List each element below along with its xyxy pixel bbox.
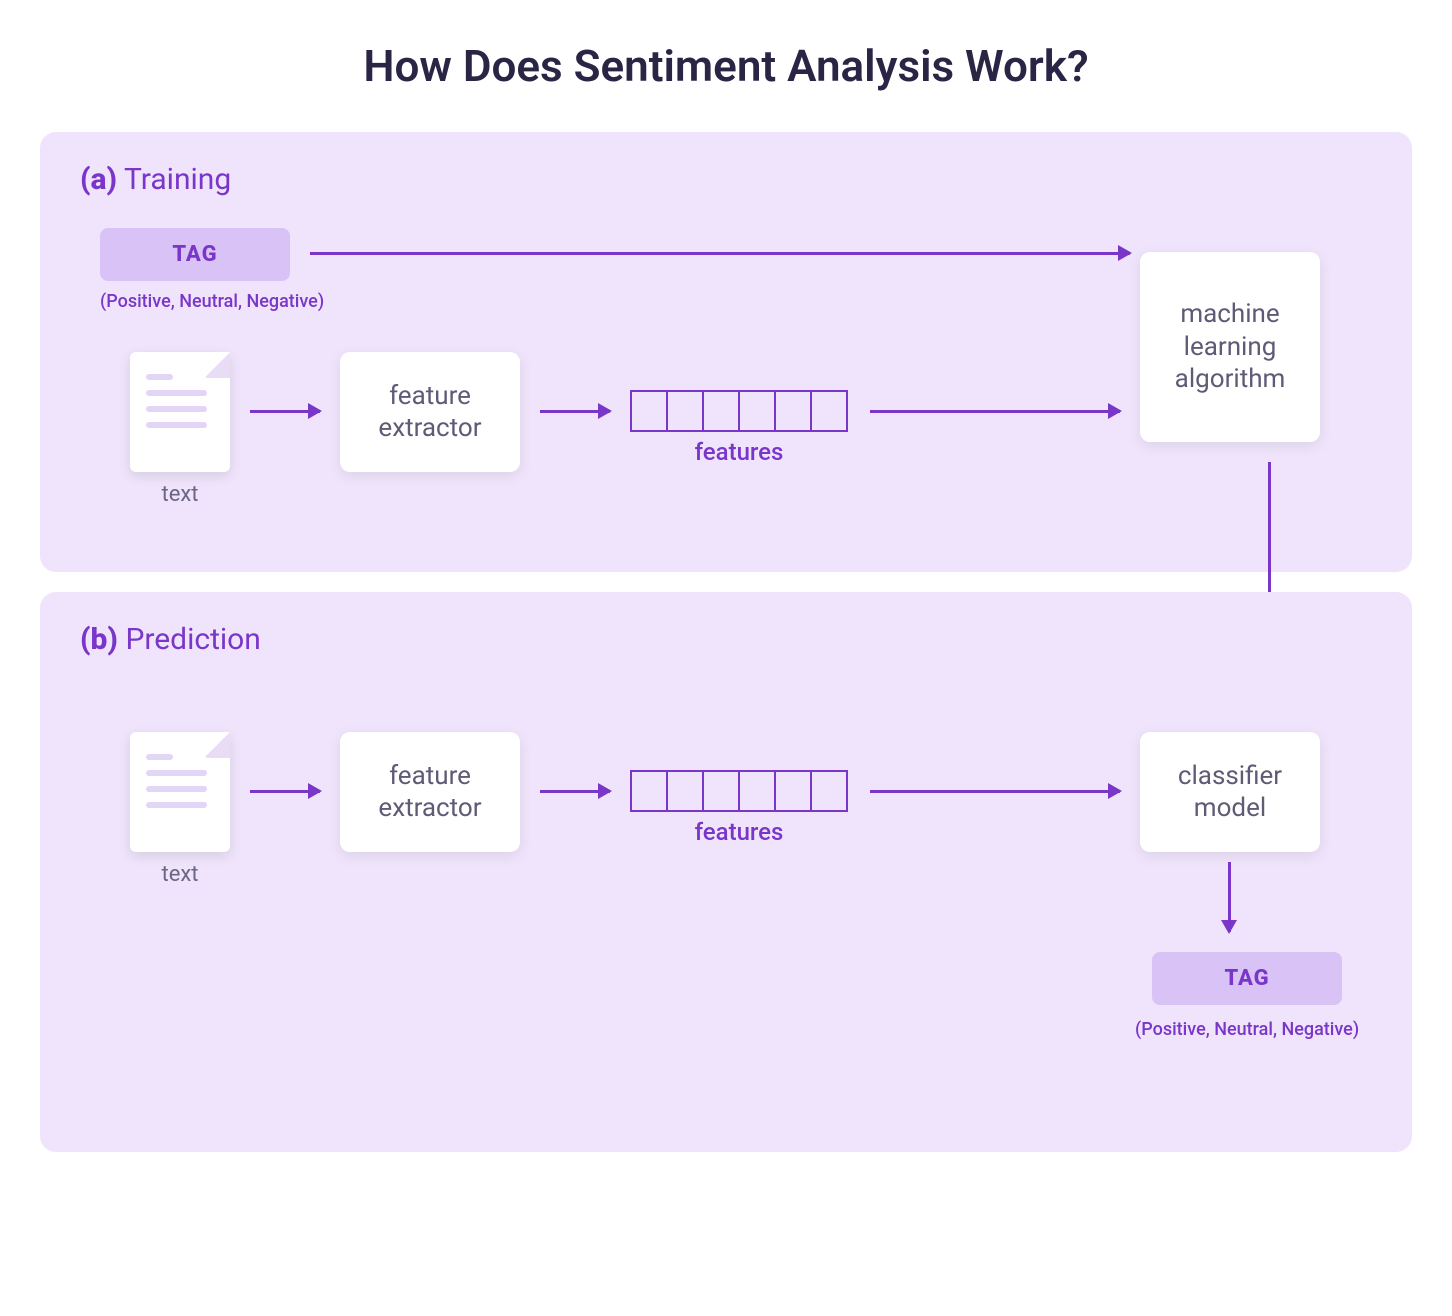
- training-features: features: [630, 390, 848, 466]
- training-tag-block: TAG (Positive, Neutral, Negative): [100, 228, 350, 312]
- feature-cells: [630, 390, 848, 432]
- panel-training-marker: (a): [80, 162, 117, 197]
- tag-pill: TAG: [1152, 952, 1342, 1005]
- features-label: features: [630, 818, 848, 846]
- arrow-fe-to-features: [540, 410, 610, 413]
- features-label: features: [630, 438, 848, 466]
- panel-prediction: (b) Prediction text feature extractor fe…: [40, 592, 1412, 1152]
- panel-prediction-label: (b) Prediction: [80, 622, 1372, 657]
- arrow-classifier-to-tag: [1228, 862, 1231, 932]
- feature-extractor-box-b: feature extractor: [340, 732, 520, 852]
- panel-prediction-name: Prediction: [125, 622, 260, 657]
- page-title: How Does Sentiment Analysis Work?: [40, 40, 1412, 92]
- text-label: text: [130, 482, 230, 507]
- feature-cells: [630, 770, 848, 812]
- prediction-text-block: text: [130, 732, 230, 887]
- text-label: text: [130, 862, 230, 887]
- prediction-tag-block: TAG (Positive, Neutral, Negative): [1135, 952, 1359, 1040]
- document-icon: [130, 352, 230, 472]
- ml-algorithm-box: machine learning algorithm: [1140, 252, 1320, 442]
- arrow-text-to-fe-b: [250, 790, 320, 793]
- prediction-features: features: [630, 770, 848, 846]
- arrow-features-to-classifier: [870, 790, 1120, 793]
- feature-extractor-box: feature extractor: [340, 352, 520, 472]
- arrow-fe-to-features-b: [540, 790, 610, 793]
- panel-training-label: (a) Training: [80, 162, 1372, 197]
- panel-training: (a) Training TAG (Positive, Neutral, Neg…: [40, 132, 1412, 572]
- training-text-block: text: [130, 352, 230, 507]
- tag-pill: TAG: [100, 228, 290, 281]
- tag-subtitle: (Positive, Neutral, Negative): [1135, 1019, 1359, 1040]
- arrow-features-to-ml: [870, 410, 1120, 413]
- classifier-box: classifier model: [1140, 732, 1320, 852]
- arrow-tag-to-ml: [310, 252, 1130, 255]
- document-icon: [130, 732, 230, 852]
- arrow-text-to-fe: [250, 410, 320, 413]
- tag-subtitle: (Positive, Neutral, Negative): [100, 291, 350, 312]
- panel-training-name: Training: [124, 162, 231, 197]
- panel-prediction-marker: (b): [80, 622, 118, 657]
